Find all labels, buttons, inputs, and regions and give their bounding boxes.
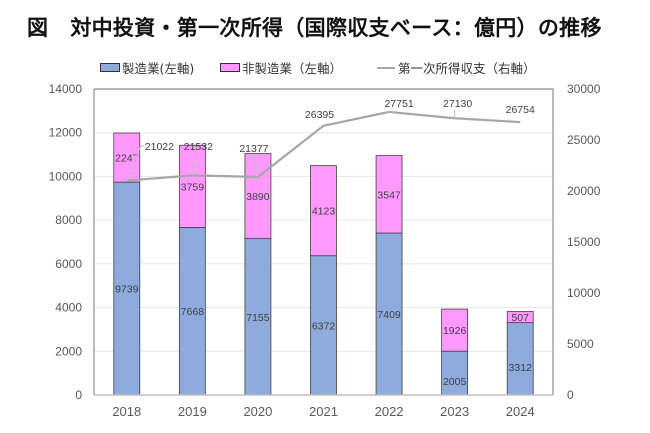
bar-non-manufacturing: [244, 153, 272, 240]
legend-label-manufacturing: 製造業(左軸): [122, 61, 195, 76]
bar-manufacturing: [178, 226, 206, 396]
data-label-manufacturing: 2005: [443, 376, 467, 388]
right-axis-tick-label: 0: [567, 388, 574, 402]
x-axis-ticks: 2018 2019 2020 2021 2022 2023 2024: [112, 404, 534, 419]
left-axis-tick-label: 12000: [49, 126, 83, 140]
bar-manufacturing: [506, 322, 534, 396]
left-axis-tick-label: 0: [75, 388, 82, 402]
left-axis-tick-label: 6000: [55, 257, 82, 271]
right-axis-tick-label: 25000: [567, 133, 601, 147]
legend-label-primary-income: 第一次所得収支（右軸）: [398, 61, 536, 76]
legend-line-primary-income: [377, 66, 395, 69]
income-label-leader-line: [253, 154, 259, 178]
bar-non-manufacturing: [310, 165, 337, 257]
title-text: 対中投資・第一次所得（国際収支ベース：億円）の推移: [70, 16, 602, 40]
data-label-non-manufacturing: 3890: [246, 191, 270, 203]
data-label-non-manufacturing: 507: [511, 312, 529, 324]
left-axis-tick-label: 10000: [49, 169, 83, 183]
legend-label-non-manufacturing: 非製造業（左軸）: [242, 61, 343, 76]
bar-non-manufacturing: [441, 308, 469, 352]
data-label-primary-income: 21532: [184, 141, 213, 153]
legend-item-non-manufacturing: 非製造業（左軸）: [220, 58, 342, 77]
left-axis-tick-label: 8000: [55, 213, 82, 227]
x-axis-tick-label: 2018: [112, 404, 141, 419]
left-axis-tick-label: 4000: [55, 301, 82, 315]
left-axis-tick-label: 14000: [49, 82, 83, 96]
bar-non-manufacturing: [178, 144, 206, 228]
data-label-primary-income: 27130: [443, 98, 472, 110]
x-axis-tick-label: 2023: [440, 404, 469, 419]
data-label-primary-income: 26395: [305, 109, 334, 121]
x-axis-tick-label: 2024: [506, 404, 535, 419]
data-label-non-manufacturing: 3547: [377, 189, 401, 201]
legend-swatch-non-manufacturing: [220, 63, 240, 72]
data-label-primary-income: 21022: [145, 141, 174, 153]
data-label-primary-income: 27751: [384, 98, 413, 110]
bar-manufacturing: [441, 350, 469, 396]
data-label-non-manufacturing: 3759: [181, 181, 205, 193]
data-label-manufacturing: 7668: [181, 306, 205, 318]
data-label-primary-income: 26754: [506, 104, 535, 116]
right-axis-tick-label: 20000: [567, 184, 601, 198]
income-label-leader-line: [191, 152, 197, 176]
right-axis-tick-label: 30000: [567, 82, 601, 96]
data-labels: 9739 2247 7668 3759 7155 3890 6372 4123 7409 3547…: [115, 98, 535, 388]
data-label-non-manufacturing: 1926: [443, 325, 467, 337]
legend-item-primary-income: 第一次所得収支（右軸）: [377, 58, 536, 77]
data-label-non-manufacturing: 4123: [312, 206, 336, 218]
bar-manufacturing: [113, 181, 141, 396]
data-label-manufacturing: 9739: [115, 284, 139, 296]
bar-manufacturing: [375, 232, 403, 396]
bar-manufacturing: [310, 255, 337, 396]
data-label-manufacturing: 3312: [509, 362, 533, 374]
x-axis-tick-label: 2019: [178, 404, 207, 419]
x-axis-tick-label: 2020: [243, 404, 272, 419]
bar-non-manufacturing: [375, 155, 403, 234]
x-axis-tick-label: 2022: [375, 404, 404, 419]
income-label-leader-line: [126, 145, 145, 181]
bars: [113, 132, 534, 396]
left-axis-tick-label: 2000: [55, 344, 82, 358]
right-axis-tick-label: 15000: [567, 235, 601, 249]
plot-frame: [93, 88, 554, 396]
x-axis-tick-label: 2021: [309, 404, 338, 419]
legend-item-manufacturing: 製造業(左軸): [100, 58, 194, 77]
bar-non-manufacturing: [113, 132, 141, 183]
chart-title: 図対中投資・第一次所得（国際収支ベース：億円）の推移: [27, 12, 602, 42]
data-label-manufacturing: 7155: [246, 312, 270, 324]
right-axis-tick-label: 5000: [567, 337, 594, 351]
data-label-manufacturing: 7409: [377, 309, 401, 321]
data-label-non-manufacturing: 2247: [115, 153, 139, 165]
left-axis-ticks: 0 2000 4000 6000 8000 10000 12000 14000: [49, 82, 83, 402]
data-label-manufacturing: 6372: [312, 320, 336, 332]
right-axis-tick-label: 10000: [567, 286, 601, 300]
figure-label: 図: [27, 16, 49, 40]
legend: 製造業(左軸) 非製造業（左軸） 第一次所得収支（右軸）: [0, 58, 650, 76]
data-label-primary-income: 21377: [239, 143, 268, 155]
right-axis-ticks: 0 5000 10000 15000 20000 25000 30000: [567, 82, 601, 402]
bar-non-manufacturing: [506, 311, 534, 324]
legend-swatch-manufacturing: [100, 63, 120, 72]
